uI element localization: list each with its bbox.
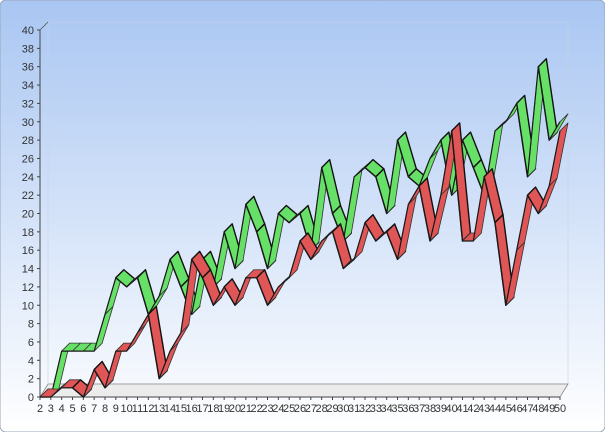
x-tick-label: 45 (500, 403, 512, 415)
left-wall-edge (39, 21, 49, 31)
y-tick-label: 36 (22, 62, 34, 74)
y-tick-label: 2 (28, 374, 34, 386)
x-tick-label: 4 (59, 403, 65, 415)
y-tick-label: 40 (22, 25, 34, 37)
x-tick-label: 27 (305, 403, 317, 415)
x-tick-label: 24 (272, 403, 284, 415)
x-tick-label: 3 (48, 403, 54, 415)
plot-floor (39, 383, 569, 398)
x-tick-label: 26 (294, 403, 306, 415)
y-tick-label: 6 (28, 337, 34, 349)
x-tick-label: 30 (337, 403, 349, 415)
x-tick-label: 23 (261, 403, 273, 415)
x-tick-label: 15 (175, 403, 187, 415)
x-tick-label: 28 (316, 403, 328, 415)
x-tick-label: 50 (554, 403, 566, 415)
y-tick-label: 34 (22, 80, 34, 92)
series-2 (39, 122, 569, 398)
x-tick-label: 38 (424, 403, 436, 415)
y-tick-label: 10 (22, 300, 34, 312)
x-tick-label: 40 (446, 403, 458, 415)
x-tick-label: 7 (91, 403, 97, 415)
y-tick-label: 8 (28, 319, 34, 331)
x-tick-label: 8 (102, 403, 108, 415)
x-tick-label: 17 (196, 403, 208, 415)
x-tick-label: 31 (348, 403, 360, 415)
x-tick-label: 6 (80, 403, 86, 415)
x-tick-label: 35 (391, 403, 403, 415)
x-tick-label: 48 (532, 403, 544, 415)
x-tick-label: 11 (132, 403, 143, 415)
x-tick-label: 39 (435, 403, 447, 415)
x-tick-label: 12 (142, 403, 154, 415)
x-tick-label: 19 (218, 403, 230, 415)
x-tick-label: 20 (229, 403, 241, 415)
y-tick-label: 12 (22, 282, 34, 294)
y-tick-label: 22 (22, 190, 34, 202)
y-tick-label: 30 (22, 117, 34, 129)
y-tick-label: 14 (22, 264, 34, 276)
x-axis-ticks: 2 3 4 5 6 7 8 9 10111213141516171819202122232425… (37, 397, 566, 415)
x-tick-label: 41 (456, 403, 468, 415)
y-tick-label: 20 (22, 209, 34, 221)
y-tick-label: 38 (22, 43, 34, 55)
x-tick-label: 21 (240, 403, 252, 415)
x-tick-label: 2 (37, 403, 43, 415)
x-tick-label: 14 (164, 403, 176, 415)
x-tick-label: 10 (121, 403, 133, 415)
y-tick-label: 16 (22, 245, 34, 257)
y-tick-label: 28 (22, 135, 34, 147)
x-tick-label: 46 (511, 403, 523, 415)
x-tick-label: 37 (413, 403, 425, 415)
x-tick-label: 32 (359, 403, 371, 415)
x-tick-label: 33 (370, 403, 382, 415)
x-tick-label: 29 (326, 403, 338, 415)
x-tick-label: 34 (381, 403, 393, 415)
x-tick-label: 42 (467, 403, 479, 415)
x-tick-label: 43 (478, 403, 490, 415)
x-tick-label: 9 (113, 403, 119, 415)
x-tick-label: 47 (521, 403, 533, 415)
x-tick-label: 18 (207, 403, 219, 415)
x-tick-label: 49 (543, 403, 555, 415)
x-tick-label: 22 (251, 403, 263, 415)
y-tick-label: 4 (28, 355, 34, 367)
x-tick-label: 25 (283, 403, 295, 415)
x-tick-label: 5 (69, 403, 75, 415)
y-tick-label: 18 (22, 227, 34, 239)
series-layer (39, 58, 569, 398)
y-tick-label: 24 (22, 172, 34, 184)
series-1-line (40, 66, 561, 398)
y-tick-label: 0 (28, 392, 34, 404)
x-tick-label: 13 (153, 403, 165, 415)
x-tick-label: 44 (489, 403, 501, 415)
x-tick-label: 16 (186, 403, 198, 415)
y-tick-label: 26 (22, 153, 34, 165)
series-2-line (40, 130, 561, 398)
y-tick-label: 32 (22, 98, 34, 110)
x-tick-label: 36 (402, 403, 414, 415)
